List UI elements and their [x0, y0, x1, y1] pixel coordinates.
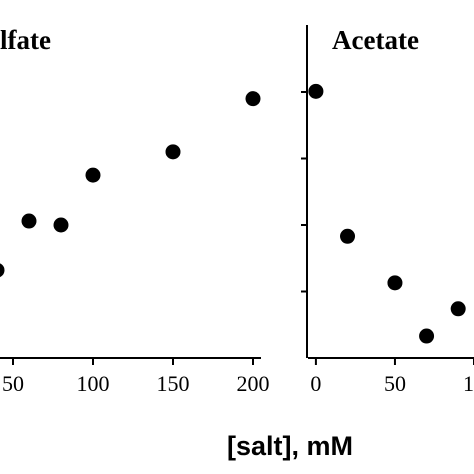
panel-title: Acetate — [332, 25, 419, 55]
x-tick-label: 150 — [157, 371, 190, 396]
x-tick-label: 0 — [310, 371, 321, 396]
x-tick-label: 50 — [2, 371, 24, 396]
point — [0, 263, 5, 278]
x-tick-label: 10 — [463, 371, 474, 396]
point — [245, 91, 261, 107]
x-axis-label: [salt], mM — [227, 431, 353, 461]
point — [21, 213, 37, 229]
point — [387, 275, 403, 291]
point — [85, 167, 101, 183]
x-tick-label: 50 — [384, 371, 406, 396]
point — [165, 144, 181, 160]
x-tick-label: 200 — [237, 371, 270, 396]
point — [308, 83, 324, 99]
x-tick-label: 100 — [77, 371, 110, 396]
point — [419, 328, 435, 344]
point — [450, 301, 466, 317]
point — [340, 228, 356, 244]
point — [53, 217, 69, 233]
panel-title: lfate — [0, 25, 51, 55]
